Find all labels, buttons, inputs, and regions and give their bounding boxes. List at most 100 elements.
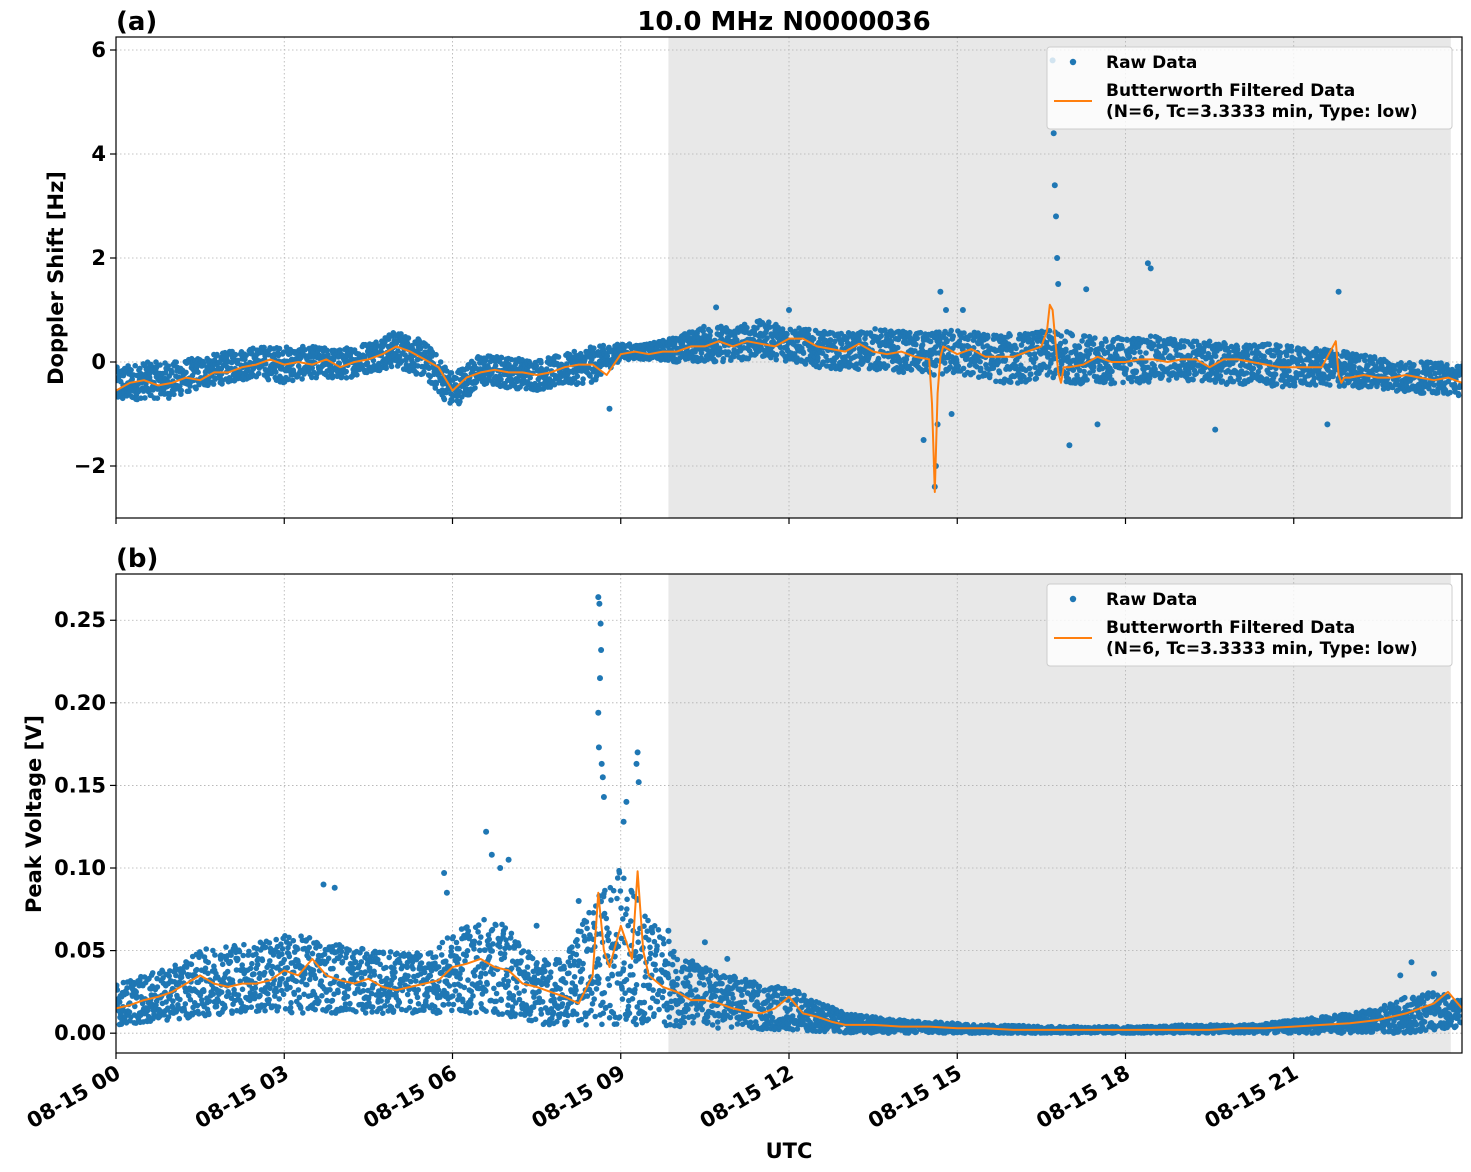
raw-point (247, 997, 253, 1004)
raw-point (1186, 370, 1192, 377)
raw-point (265, 991, 271, 997)
raw-point (1283, 352, 1290, 359)
raw-point (392, 969, 398, 975)
raw-point (153, 998, 160, 1004)
raw-point (1391, 366, 1398, 373)
raw-point (180, 969, 187, 975)
raw-point (700, 328, 706, 335)
raw-point (247, 359, 253, 366)
raw-point (316, 998, 322, 1004)
raw-point (564, 361, 570, 367)
raw-point (796, 325, 802, 332)
raw-point (1090, 341, 1097, 348)
raw-point (173, 972, 179, 979)
raw-point (235, 956, 241, 963)
raw-point (343, 375, 350, 381)
raw-point (351, 965, 357, 972)
raw-point (352, 959, 359, 965)
raw-point (194, 1002, 201, 1009)
raw-point (302, 971, 308, 977)
raw-outlier (786, 307, 792, 313)
raw-point (856, 337, 862, 344)
raw-point (126, 1009, 133, 1015)
raw-point (1127, 361, 1133, 368)
raw-point (408, 978, 414, 985)
raw-point (378, 1005, 384, 1011)
raw-point (995, 359, 1002, 366)
raw-point (415, 987, 422, 993)
raw-outlier (1053, 213, 1059, 220)
raw-point (1420, 390, 1427, 396)
raw-point (317, 943, 323, 949)
raw-point (1018, 378, 1024, 385)
raw-point (810, 336, 817, 342)
raw-point (1362, 352, 1369, 359)
raw-point (1126, 353, 1133, 360)
raw-point (269, 970, 275, 977)
raw-point (1103, 338, 1109, 345)
raw-point (1027, 351, 1033, 358)
raw-point (266, 940, 273, 946)
raw-outlier (1083, 286, 1090, 293)
raw-point (1013, 345, 1019, 352)
raw-point (398, 331, 404, 337)
raw-point (198, 976, 204, 983)
raw-point (306, 935, 313, 941)
raw-point (413, 978, 419, 984)
raw-point (391, 974, 398, 981)
raw-point (261, 969, 268, 976)
raw-point (731, 353, 737, 360)
raw-point (286, 953, 293, 960)
raw-point (404, 991, 411, 998)
raw-point (165, 363, 171, 369)
raw-point (823, 363, 830, 369)
raw-outlier (943, 307, 949, 313)
raw-point (744, 324, 750, 331)
raw-point (1415, 369, 1422, 376)
raw-point (306, 944, 313, 951)
raw-point (289, 377, 296, 384)
raw-point (134, 993, 140, 1000)
raw-point (239, 986, 246, 993)
raw-point (1131, 349, 1137, 356)
raw-point (343, 954, 349, 961)
raw-point (587, 373, 593, 379)
raw-point (1351, 363, 1357, 370)
raw-point (1255, 368, 1262, 375)
raw-point (1179, 362, 1186, 368)
raw-point (206, 1011, 212, 1018)
raw-point (884, 363, 891, 369)
raw-point (1032, 364, 1038, 371)
raw-point (358, 959, 365, 965)
raw-point (254, 961, 261, 968)
raw-point (1026, 376, 1033, 383)
raw-point (1251, 342, 1258, 349)
raw-point (384, 975, 390, 982)
raw-point (1292, 383, 1298, 389)
raw-point (919, 342, 926, 348)
raw-point (265, 376, 272, 383)
raw-point (195, 369, 201, 376)
raw-point (1266, 341, 1272, 348)
raw-point (977, 358, 983, 365)
panel-a-ylabel: Doppler Shift [Hz] (44, 171, 68, 385)
raw-point (267, 985, 273, 992)
raw-point (146, 374, 153, 381)
raw-point (1143, 350, 1149, 356)
raw-point (1151, 342, 1157, 349)
raw-point (855, 366, 862, 373)
raw-point (1152, 366, 1158, 373)
raw-point (1172, 339, 1178, 346)
raw-point (339, 944, 345, 950)
raw-point (239, 962, 245, 968)
raw-point (527, 374, 533, 381)
raw-point (1327, 382, 1333, 388)
raw-point (1145, 364, 1151, 371)
raw-point (183, 964, 190, 970)
raw-point (1081, 368, 1087, 375)
raw-point (206, 998, 213, 1005)
raw-point (213, 1003, 220, 1010)
raw-point (387, 949, 394, 955)
raw-point (932, 362, 939, 369)
